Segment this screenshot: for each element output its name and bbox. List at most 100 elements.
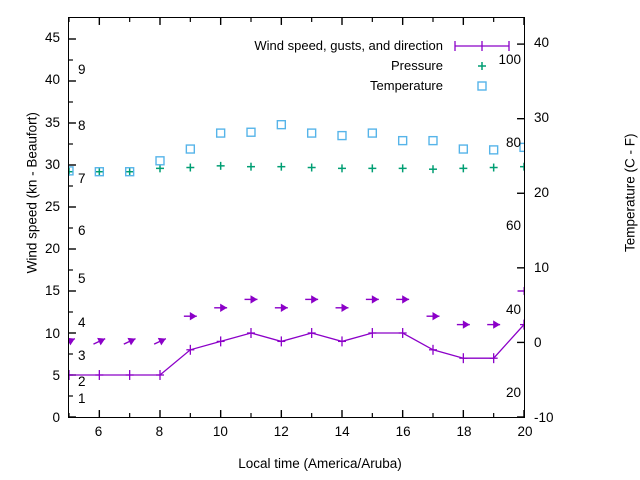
pressure-marker bbox=[429, 165, 437, 174]
y2-tick-30: 30 bbox=[534, 110, 550, 126]
pressure-marker bbox=[125, 167, 134, 176]
pressure-marker bbox=[247, 162, 255, 171]
plot-area bbox=[68, 17, 525, 418]
y-tick-45: 45 bbox=[44, 30, 60, 46]
y-tick-20: 20 bbox=[44, 241, 60, 257]
y-tick-40: 40 bbox=[44, 72, 60, 88]
pressure-marker bbox=[338, 164, 346, 173]
fahrenheit-label-80: 80 bbox=[505, 134, 521, 150]
wind-direction-arrow bbox=[183, 312, 197, 321]
wind-direction-arrow bbox=[335, 303, 349, 312]
temperature-marker bbox=[94, 167, 105, 177]
fahrenheit-label-40: 40 bbox=[505, 302, 521, 318]
temperature-marker bbox=[458, 144, 469, 154]
legend-key-icon bbox=[451, 59, 513, 73]
legend-entry-square: Temperature bbox=[0, 77, 513, 94]
x-tick-6: 6 bbox=[94, 424, 103, 439]
x-tick-20: 20 bbox=[517, 424, 533, 439]
beaufort-label-5: 5 bbox=[78, 270, 86, 286]
wind-direction-arrow bbox=[93, 337, 106, 346]
temperature-marker bbox=[488, 145, 499, 155]
wind-direction-arrow bbox=[69, 338, 76, 346]
temperature-marker bbox=[367, 128, 378, 138]
y2-tick-40: 40 bbox=[534, 35, 550, 51]
wind-direction-arrow bbox=[244, 295, 258, 304]
pressure-marker bbox=[156, 164, 164, 173]
wind-direction-arrow bbox=[517, 286, 524, 296]
y-tick-0: 0 bbox=[52, 410, 60, 425]
fahrenheit-label-20: 20 bbox=[505, 385, 521, 401]
x-tick-16: 16 bbox=[395, 424, 411, 439]
temperature-marker bbox=[428, 135, 438, 146]
pressure-marker bbox=[69, 167, 73, 176]
temperature-marker bbox=[519, 142, 524, 153]
y2-tick-20: 20 bbox=[534, 185, 550, 201]
beaufort-label-1: 1 bbox=[78, 391, 86, 407]
x-tick-12: 12 bbox=[273, 424, 289, 439]
x-tick-18: 18 bbox=[456, 424, 472, 439]
pressure-marker bbox=[95, 167, 104, 176]
legend-entry-line-errorbar: Wind speed, gusts, and direction bbox=[0, 37, 513, 54]
legend-key-icon bbox=[451, 39, 513, 53]
y2-tick-10: 10 bbox=[534, 260, 550, 276]
beaufort-label-4: 4 bbox=[78, 315, 86, 331]
legend-entry-plus: Pressure bbox=[0, 57, 513, 74]
beaufort-label-6: 6 bbox=[78, 222, 86, 238]
wind-direction-arrow bbox=[426, 312, 440, 321]
pressure-marker bbox=[459, 164, 468, 173]
beaufort-label-8: 8 bbox=[78, 117, 86, 133]
pressure-marker bbox=[520, 162, 524, 171]
wind-direction-arrow bbox=[456, 320, 470, 329]
y2-tick-0: 0 bbox=[534, 335, 542, 351]
pressure-marker bbox=[489, 163, 498, 172]
wind-direction-arrow bbox=[487, 320, 501, 329]
y-tick-25: 25 bbox=[44, 198, 60, 214]
pressure-marker bbox=[307, 163, 316, 172]
fahrenheit-label-100: 100 bbox=[498, 51, 521, 67]
temperature-marker bbox=[69, 166, 74, 176]
pressure-marker bbox=[368, 164, 377, 173]
y-tick-35: 35 bbox=[44, 114, 60, 130]
x-tick-14: 14 bbox=[334, 424, 350, 439]
legend-label: Temperature bbox=[370, 78, 443, 93]
wind-direction-arrow bbox=[214, 303, 228, 312]
y-tick-30: 30 bbox=[44, 156, 60, 172]
temperature-marker bbox=[124, 167, 135, 177]
x-tick-8: 8 bbox=[155, 424, 164, 439]
legend-label: Pressure bbox=[390, 58, 443, 73]
beaufort-label-7: 7 bbox=[78, 171, 86, 187]
pressure-marker bbox=[277, 162, 286, 171]
temperature-marker bbox=[155, 156, 165, 166]
temperature-marker bbox=[337, 130, 347, 141]
y2-axis-title: Temperature (C - F) bbox=[622, 133, 638, 253]
wind-direction-arrow bbox=[153, 337, 167, 346]
y2-tick--10: -10 bbox=[534, 410, 554, 425]
plot-canvas bbox=[69, 18, 524, 417]
beaufort-label-9: 9 bbox=[78, 62, 86, 78]
y-tick-15: 15 bbox=[44, 283, 60, 299]
legend-label: Wind speed, gusts, and direction bbox=[254, 38, 443, 53]
temperature-marker bbox=[306, 128, 317, 138]
legend-key-icon bbox=[451, 79, 513, 93]
wind-direction-arrow bbox=[123, 337, 136, 346]
fahrenheit-label-60: 60 bbox=[505, 218, 521, 234]
y-tick-10: 10 bbox=[44, 325, 60, 341]
beaufort-label-2: 2 bbox=[78, 373, 86, 389]
y-tick-5: 5 bbox=[52, 367, 60, 383]
pressure-marker bbox=[398, 164, 407, 173]
wind-direction-arrow bbox=[396, 295, 410, 304]
wind-direction-arrow bbox=[365, 295, 379, 304]
beaufort-label-3: 3 bbox=[78, 348, 86, 364]
x-tick-10: 10 bbox=[212, 424, 228, 439]
temperature-marker bbox=[397, 135, 408, 146]
pressure-marker bbox=[186, 163, 195, 172]
wind-direction-arrow bbox=[274, 303, 288, 312]
temperature-marker bbox=[185, 144, 196, 154]
wind-direction-arrow bbox=[305, 295, 319, 304]
temperature-marker bbox=[246, 127, 256, 137]
pressure-marker bbox=[216, 161, 225, 170]
temperature-marker bbox=[215, 128, 226, 138]
x-axis-title: Local time (America/Aruba) bbox=[238, 456, 402, 471]
temperature-marker bbox=[276, 120, 287, 130]
